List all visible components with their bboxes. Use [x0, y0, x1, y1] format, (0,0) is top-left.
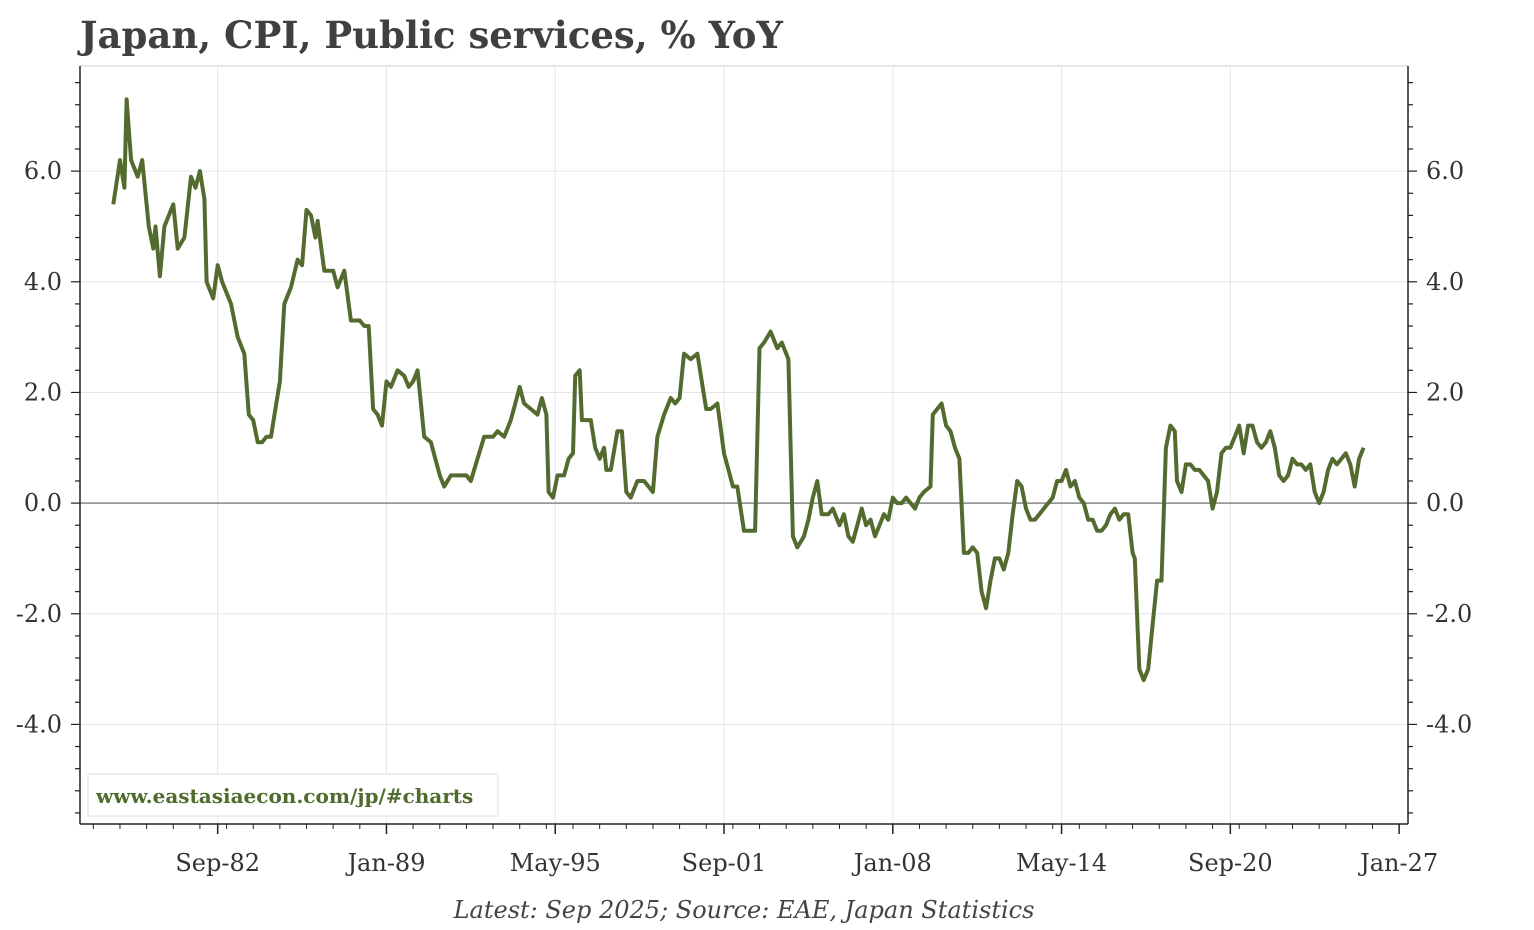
y-tick-label-right: 6.0 — [1426, 157, 1464, 185]
x-tick-label: Sep-82 — [175, 849, 260, 877]
grid-lines — [80, 66, 1408, 824]
y-tick-label-right: -4.0 — [1426, 710, 1472, 738]
x-tick-label: Jan-89 — [344, 849, 425, 877]
x-tick-label: Sep-20 — [1188, 849, 1273, 877]
y-tick-label-left: 0.0 — [24, 489, 62, 517]
y-tick-label-right: -2.0 — [1426, 600, 1472, 628]
x-tick-label: May-14 — [1016, 849, 1107, 877]
x-tick-label: Jan-08 — [851, 849, 932, 877]
y-tick-label-left: 6.0 — [24, 157, 62, 185]
y-tick-label-left: -4.0 — [16, 710, 62, 738]
x-tick-label: Jan-27 — [1357, 849, 1438, 877]
chart-title: Japan, CPI, Public services, % YoY — [77, 13, 783, 57]
chart-caption: Latest: Sep 2025; Source: EAE, Japan Sta… — [453, 896, 1035, 924]
y-tick-label-right: 2.0 — [1426, 378, 1464, 406]
watermark: www.eastasiaecon.com/jp/#charts — [87, 773, 499, 817]
x-tick-label: May-95 — [510, 849, 601, 877]
y-tick-label-left: 4.0 — [24, 268, 62, 296]
y-tick-label-left: 2.0 — [24, 378, 62, 406]
y-tick-label-right: 4.0 — [1426, 268, 1464, 296]
y-tick-label-left: -2.0 — [16, 600, 62, 628]
axes: -4.0 -4.0 -2.0 -2.0 0.0 0.0 2.0 2.0 4.0 4.0 6.0 6.0… — [16, 66, 1472, 877]
watermark-text[interactable]: www.eastasiaecon.com/jp/#charts — [95, 784, 473, 808]
watermark-frame — [87, 773, 499, 817]
series-line — [111, 97, 1366, 683]
plot-frame — [79, 65, 1409, 825]
y-tick-label-right: 0.0 — [1426, 489, 1464, 517]
x-tick-label: Sep-01 — [682, 849, 767, 877]
